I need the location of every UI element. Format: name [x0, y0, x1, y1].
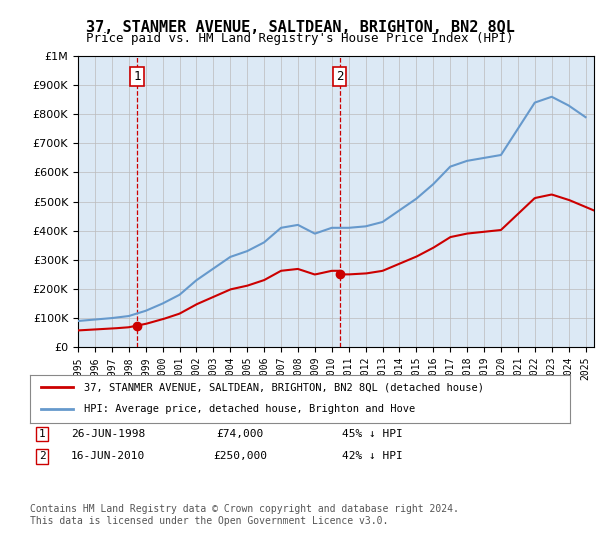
- Text: 1: 1: [38, 429, 46, 439]
- Text: HPI: Average price, detached house, Brighton and Hove: HPI: Average price, detached house, Brig…: [84, 404, 415, 413]
- Text: Contains HM Land Registry data © Crown copyright and database right 2024.
This d: Contains HM Land Registry data © Crown c…: [30, 504, 459, 526]
- Text: Price paid vs. HM Land Registry's House Price Index (HPI): Price paid vs. HM Land Registry's House …: [86, 32, 514, 45]
- Text: 1: 1: [133, 70, 140, 83]
- Text: 37, STANMER AVENUE, SALTDEAN, BRIGHTON, BN2 8QL (detached house): 37, STANMER AVENUE, SALTDEAN, BRIGHTON, …: [84, 382, 484, 392]
- Text: 26-JUN-1998: 26-JUN-1998: [71, 429, 145, 439]
- Text: 16-JUN-2010: 16-JUN-2010: [71, 451, 145, 461]
- Text: 37, STANMER AVENUE, SALTDEAN, BRIGHTON, BN2 8QL: 37, STANMER AVENUE, SALTDEAN, BRIGHTON, …: [86, 20, 514, 35]
- Text: 42% ↓ HPI: 42% ↓ HPI: [341, 451, 403, 461]
- Text: 2: 2: [38, 451, 46, 461]
- Text: £250,000: £250,000: [213, 451, 267, 461]
- Text: 45% ↓ HPI: 45% ↓ HPI: [341, 429, 403, 439]
- Text: £74,000: £74,000: [217, 429, 263, 439]
- Text: 2: 2: [336, 70, 343, 83]
